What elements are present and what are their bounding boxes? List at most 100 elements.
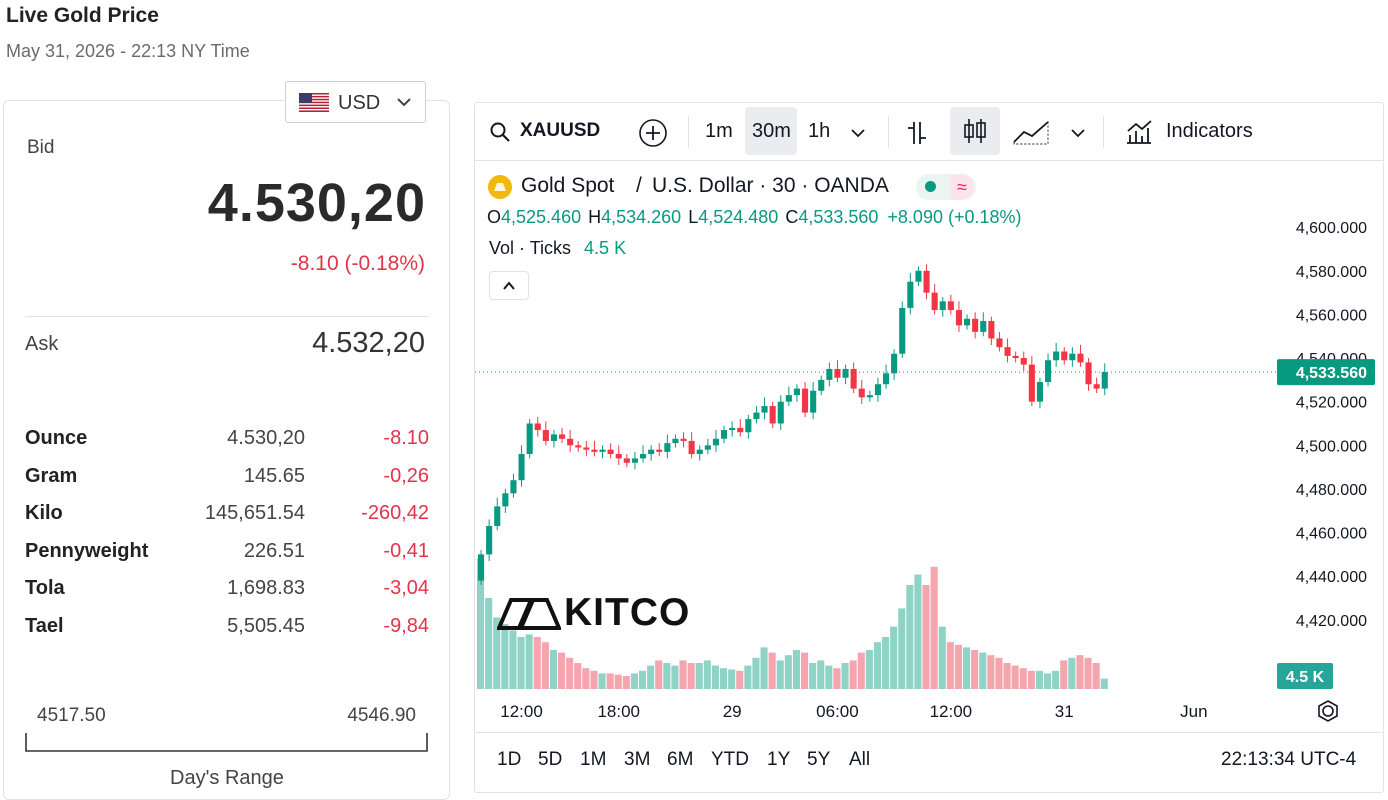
chevron-down-icon[interactable] [1070,126,1086,140]
range-5y[interactable]: 5Y [807,749,831,770]
candle-body [891,353,898,374]
unit-price: 5,505.45 [227,615,305,637]
toolbar-separator [688,116,689,148]
chevron-down-icon [397,98,411,107]
volume-bar [1035,670,1043,689]
symbol-search[interactable]: XAUUSD [520,120,601,141]
candle-body [818,379,825,391]
candle-body [1020,358,1027,365]
unit-name: Kilo [25,502,63,524]
range-6m[interactable]: 6M [667,749,694,770]
last-price-tag [1277,359,1375,386]
range-1m[interactable]: 1M [580,749,607,770]
candle-body [1053,351,1060,361]
volume-bar [728,669,736,689]
volume-bar [1068,657,1076,689]
volume-bar [792,650,800,689]
time-axis-label: 29 [723,702,742,721]
candle-body [656,449,663,452]
candle-body [745,419,752,433]
volume-bar [1092,663,1100,689]
candle-body [907,281,914,308]
candle-body [802,388,809,413]
chevron-down-icon[interactable] [850,126,866,140]
area-chart-icon[interactable] [1012,118,1050,146]
candle-body [810,390,817,413]
low-label: L [688,207,699,227]
close-label: C [785,207,799,227]
volume-bar [1084,657,1092,689]
candle-body [518,454,525,481]
unit-row: Tael 5,505.45 -9,84 [25,615,429,645]
candle-body [899,307,906,354]
indicators-icon[interactable] [1124,117,1154,147]
candle-body [1045,360,1052,383]
candle-body [607,449,614,455]
toolbar-separator [1103,116,1104,148]
interval-label: 1h [808,120,831,142]
candle-body [1004,347,1011,356]
price-axis-label: 4,500.000 [1296,438,1367,455]
unit-row: Ounce 4.530,20 -8.10 [25,427,429,457]
volume-bar [736,670,744,689]
legend-title: Gold Spot [521,174,615,197]
candle-body [510,480,517,494]
settings-icon [1318,700,1338,722]
interval-label: 30m [752,120,791,142]
volume-bar [1044,673,1052,689]
range-ytd[interactable]: YTD [711,749,749,770]
price-chart[interactable]: 4,600.0004,580.0004,560.0004,540.0004,52… [475,161,1383,746]
bar-chart-icon[interactable] [904,118,934,148]
interval-1h[interactable]: 1h [802,107,838,155]
range-1d[interactable]: 1D [497,749,522,770]
interval-30m[interactable]: 30m [745,107,797,155]
candle-body [567,438,574,446]
interval-1m[interactable]: 1m [698,107,740,155]
candle-body [559,434,566,439]
range-1y[interactable]: 1Y [767,749,791,770]
candle-body [1101,372,1108,389]
volume-bar [566,657,574,689]
volume-bar [752,657,760,689]
open-value: 4,525.460 [501,207,582,227]
ask-label: Ask [25,333,59,355]
currency-label: USD [338,92,381,114]
bid-change: -8.10 (-0.18%) [290,252,425,275]
candle-body [777,401,784,424]
candle-body [1061,351,1068,361]
range-5d[interactable]: 5D [538,749,563,770]
candle-body [1069,353,1076,361]
range-all[interactable]: All [849,749,871,770]
candle-body [931,292,938,311]
candle-body [826,368,833,380]
volume-bar [590,670,598,689]
market-status-badge[interactable]: ≈ [916,174,976,200]
page-title: Live Gold Price [6,4,159,27]
indicators-button[interactable]: Indicators [1166,120,1253,142]
toolbar-divider [475,160,1383,161]
volume-bar [647,665,655,689]
delayed-data-icon: ≈ [950,174,974,200]
volume-bar [1076,655,1084,689]
volume-bar [687,663,695,689]
high-label: H [588,207,602,227]
compare-add-icon[interactable] [638,118,668,148]
kitco-wordmark: KITCO [564,591,691,634]
volume-bar [1052,670,1060,689]
volume-bar [841,663,849,689]
candle-body [631,458,638,463]
candle-body [980,320,987,332]
candles-style-button[interactable] [950,107,1000,155]
currency-select[interactable]: USD [285,81,426,123]
volume-bar [598,673,606,689]
volume-bar [558,652,566,689]
last-price-text: 4,533.560 [1296,365,1367,382]
ohlc-values: O4,525.460 H4,534.260 L4,524.480 C4,533.… [487,207,1022,228]
legend-collapse-button[interactable] [489,271,529,300]
search-icon[interactable] [489,121,511,143]
candle-body [526,423,533,455]
candle-body [858,388,865,398]
volume-bar [477,559,485,689]
range-3m[interactable]: 3M [624,749,651,770]
candle-body [1085,362,1092,385]
